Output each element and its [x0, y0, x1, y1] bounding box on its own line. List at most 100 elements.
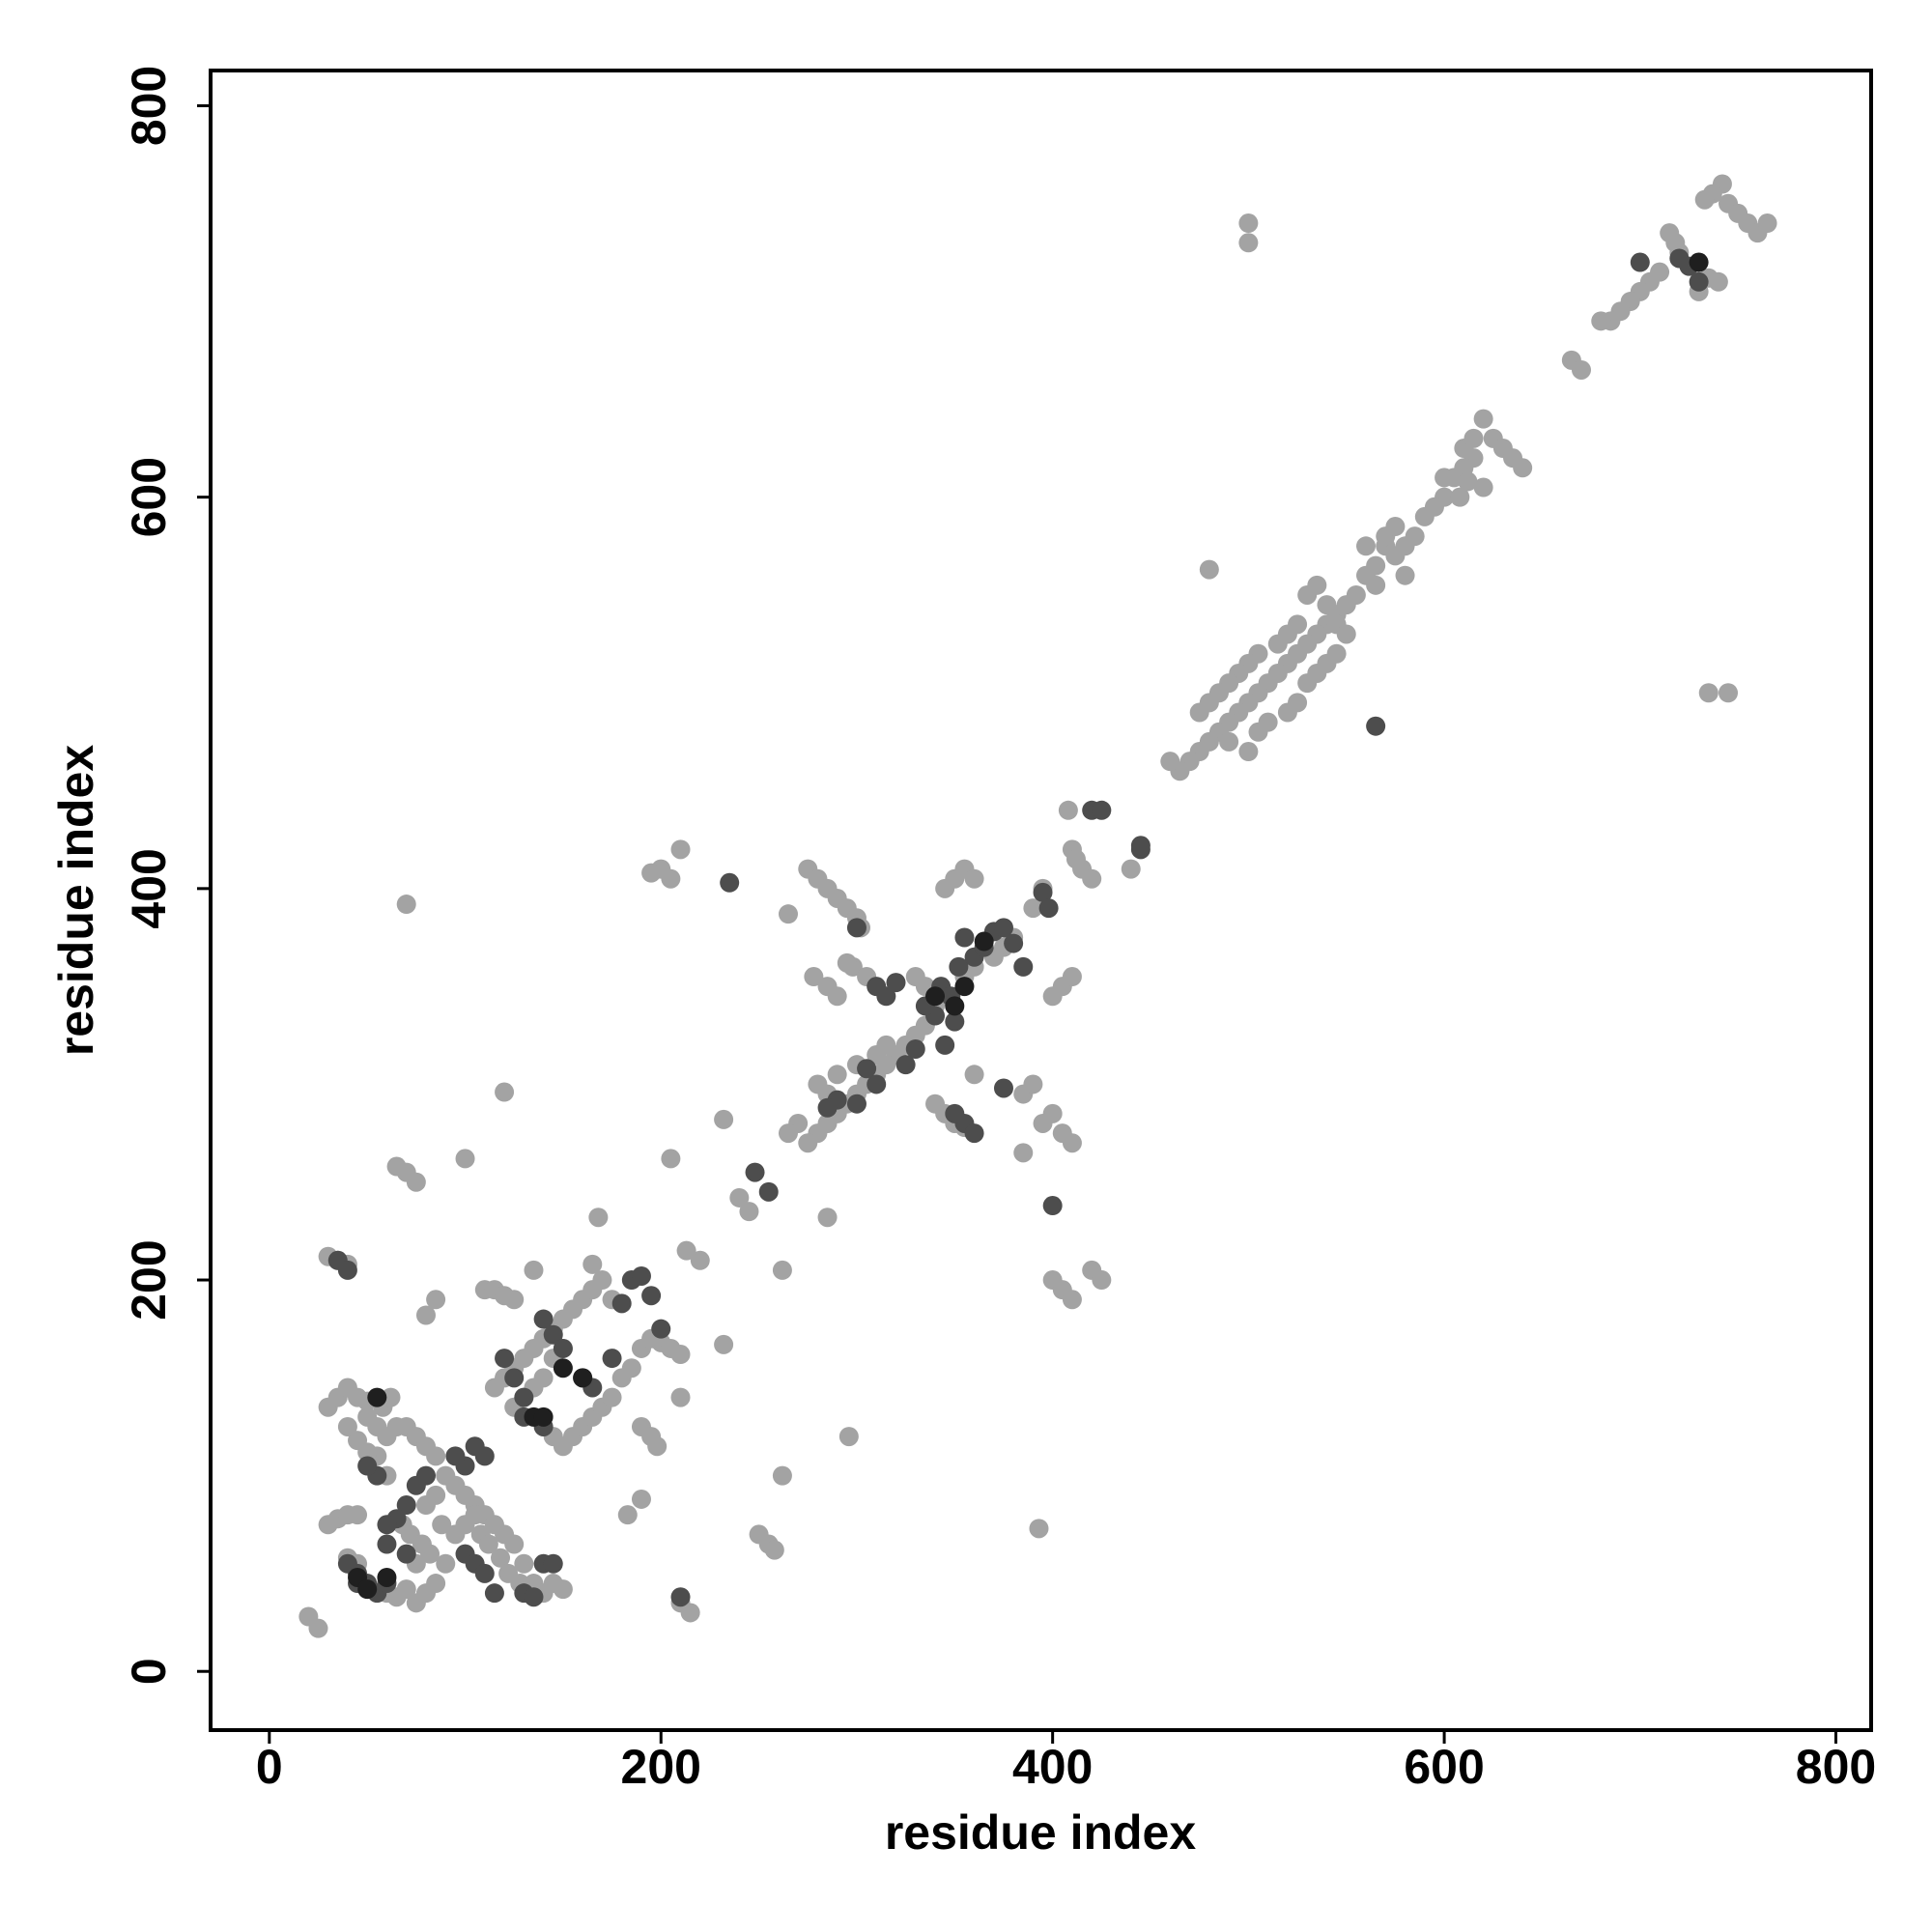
- point: [553, 1579, 573, 1600]
- point: [964, 1123, 984, 1144]
- point: [729, 1187, 750, 1208]
- point: [602, 1387, 622, 1407]
- point: [1719, 683, 1739, 703]
- point: [1267, 634, 1288, 654]
- point: [495, 1082, 515, 1102]
- point: [905, 1038, 925, 1059]
- point: [396, 1579, 416, 1600]
- point: [415, 1305, 436, 1325]
- point: [1473, 409, 1493, 429]
- point: [553, 1338, 573, 1358]
- point: [680, 1603, 700, 1623]
- point: [514, 1553, 534, 1574]
- point: [964, 868, 984, 889]
- point: [495, 1349, 515, 1369]
- point: [377, 1515, 397, 1535]
- point: [1029, 1519, 1049, 1539]
- point: [543, 1324, 563, 1345]
- point: [1004, 933, 1024, 953]
- point: [1062, 1290, 1082, 1310]
- point: [1189, 702, 1209, 723]
- point: [1458, 471, 1478, 492]
- point: [945, 996, 965, 1016]
- point: [954, 927, 975, 948]
- point: [1013, 1143, 1034, 1163]
- point: [1366, 716, 1386, 736]
- point: [1366, 575, 1386, 595]
- point: [720, 872, 740, 893]
- plot-frame: [209, 69, 1873, 1732]
- point: [993, 918, 1013, 938]
- point: [504, 1368, 525, 1388]
- point: [745, 1162, 765, 1182]
- point: [817, 1208, 838, 1228]
- point: [857, 1059, 877, 1079]
- point: [381, 1387, 401, 1407]
- point: [455, 1149, 475, 1169]
- point: [406, 1172, 426, 1192]
- point: [827, 1065, 847, 1085]
- point: [415, 1495, 436, 1516]
- point: [1023, 1074, 1043, 1094]
- y-tick-label: 800: [122, 66, 176, 146]
- point: [436, 1553, 456, 1574]
- point: [670, 1345, 691, 1365]
- point: [1414, 506, 1435, 526]
- point: [357, 1579, 378, 1600]
- point: [484, 1583, 504, 1604]
- x-tick-label: 600: [1404, 1740, 1484, 1794]
- points: [298, 174, 1777, 1638]
- point: [357, 1456, 378, 1476]
- point: [1435, 468, 1455, 488]
- y-tick-label: 600: [122, 457, 176, 537]
- x-axis-label: residue index: [885, 1805, 1197, 1860]
- point: [1395, 565, 1415, 585]
- point: [764, 1540, 784, 1560]
- x-tick-label: 400: [1012, 1740, 1093, 1794]
- point: [1082, 868, 1102, 889]
- point: [432, 1515, 452, 1535]
- point: [1023, 898, 1043, 919]
- point: [714, 1109, 734, 1129]
- point: [524, 1587, 544, 1607]
- point: [876, 1035, 896, 1055]
- point: [817, 1097, 838, 1118]
- point: [478, 1534, 498, 1554]
- point: [1689, 271, 1709, 292]
- point: [1062, 1133, 1082, 1153]
- point: [954, 977, 975, 997]
- point: [827, 986, 847, 1007]
- point: [1199, 559, 1219, 580]
- point: [895, 1055, 916, 1075]
- point: [1092, 800, 1112, 820]
- point: [1219, 731, 1239, 752]
- point: [905, 967, 925, 987]
- point: [837, 952, 857, 973]
- point: [445, 1446, 466, 1466]
- point: [588, 1208, 609, 1228]
- point: [690, 1250, 710, 1270]
- point: [631, 1489, 651, 1509]
- point: [1062, 967, 1082, 987]
- point: [1130, 836, 1151, 856]
- point: [1258, 712, 1278, 732]
- point: [661, 868, 681, 889]
- point: [808, 1074, 828, 1094]
- point: [348, 1431, 368, 1451]
- point: [758, 1181, 779, 1202]
- point: [514, 1387, 534, 1407]
- point: [1630, 252, 1650, 272]
- point: [1450, 487, 1470, 507]
- point: [533, 1309, 554, 1329]
- point: [661, 1149, 681, 1169]
- point: [465, 1436, 485, 1457]
- point: [337, 1260, 357, 1280]
- point: [420, 1544, 440, 1564]
- point: [935, 1035, 955, 1055]
- point: [1288, 693, 1308, 713]
- point: [611, 1293, 632, 1314]
- y-tick-label: 200: [122, 1239, 176, 1320]
- point: [553, 1358, 573, 1378]
- point: [641, 1286, 662, 1306]
